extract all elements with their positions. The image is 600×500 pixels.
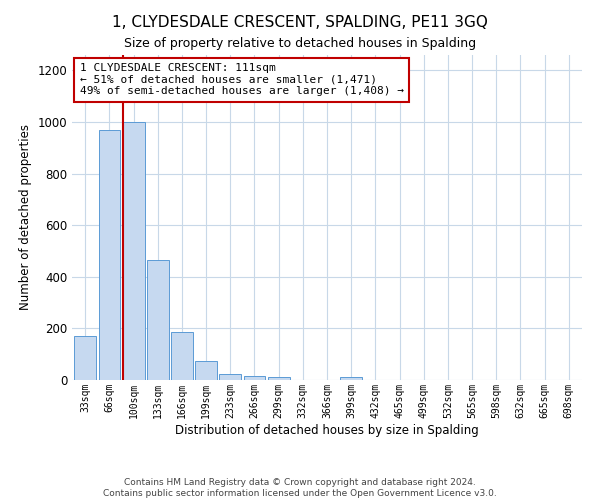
Bar <box>171 332 193 380</box>
Bar <box>244 376 265 380</box>
X-axis label: Distribution of detached houses by size in Spalding: Distribution of detached houses by size … <box>175 424 479 436</box>
Bar <box>195 360 217 380</box>
Bar <box>98 130 121 380</box>
Bar <box>123 122 145 380</box>
Text: 1, CLYDESDALE CRESCENT, SPALDING, PE11 3GQ: 1, CLYDESDALE CRESCENT, SPALDING, PE11 3… <box>112 15 488 30</box>
Bar <box>220 374 241 380</box>
Text: Contains HM Land Registry data © Crown copyright and database right 2024.
Contai: Contains HM Land Registry data © Crown c… <box>103 478 497 498</box>
Bar <box>340 378 362 380</box>
Bar <box>74 336 96 380</box>
Y-axis label: Number of detached properties: Number of detached properties <box>19 124 32 310</box>
Bar <box>147 260 169 380</box>
Bar <box>268 378 290 380</box>
Text: 1 CLYDESDALE CRESCENT: 111sqm
← 51% of detached houses are smaller (1,471)
49% o: 1 CLYDESDALE CRESCENT: 111sqm ← 51% of d… <box>80 63 404 96</box>
Text: Size of property relative to detached houses in Spalding: Size of property relative to detached ho… <box>124 38 476 51</box>
